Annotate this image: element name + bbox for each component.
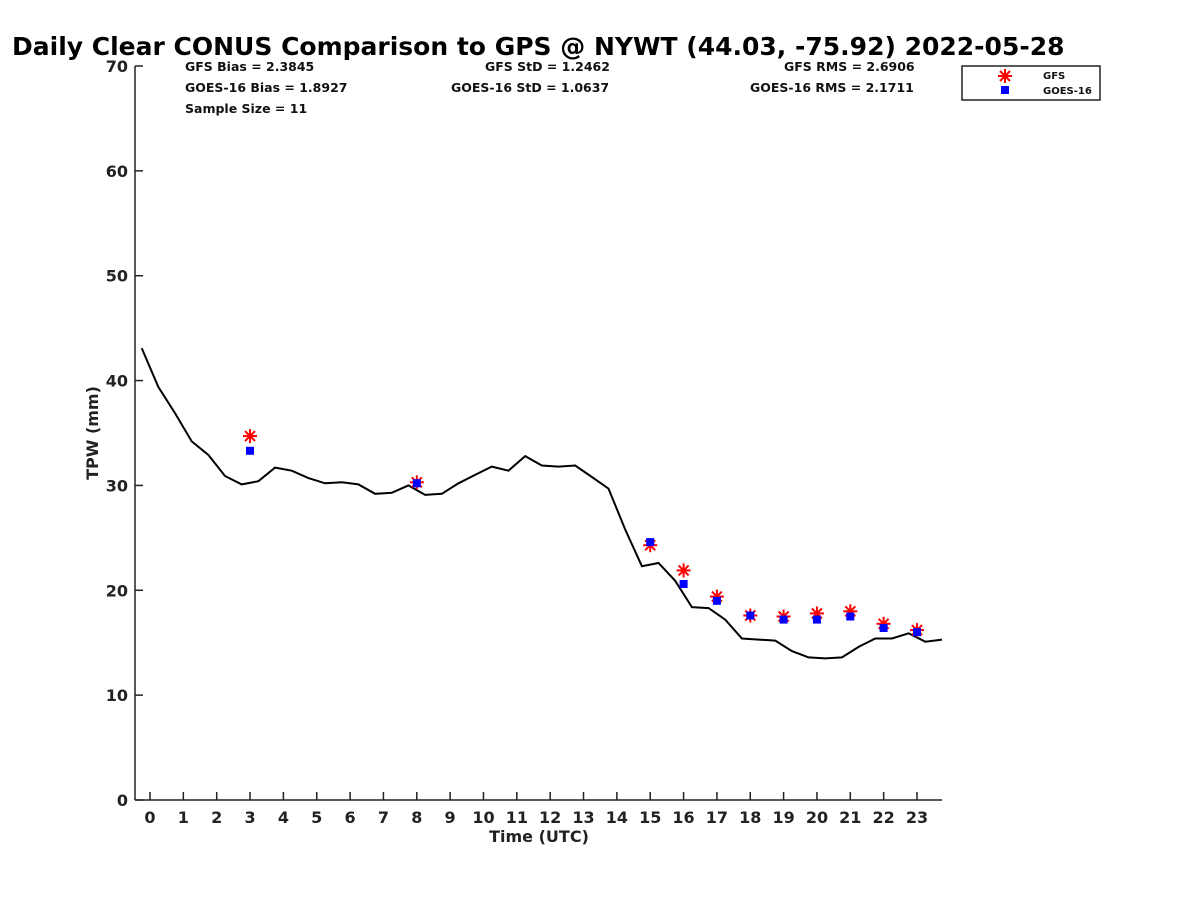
x-tick-label: 19 (772, 808, 794, 827)
goes-point (779, 615, 788, 624)
goes-std-stat: GOES-16 StD = 1.0637 (451, 80, 609, 95)
x-ticks: 0 1 2 3 4 5 6 7 8 9 10 11 12 13 14 15 16 17 18 19 20 21 22 23 (144, 792, 928, 827)
sample-size-stat: Sample Size = 11 (185, 101, 307, 116)
gfs-markers (243, 429, 924, 638)
legend-goes-label: GOES-16 (1043, 86, 1092, 97)
x-tick-label: 13 (572, 808, 594, 827)
goes-point (812, 615, 821, 624)
goes-point (679, 580, 688, 588)
gps-series-line (140, 347, 943, 660)
gfs-std-stat: GFS StD = 1.2462 (485, 59, 610, 74)
x-tick-label: 12 (539, 808, 561, 827)
x-tick-label: 10 (472, 808, 494, 827)
y-tick-label: 40 (106, 372, 128, 391)
y-tick-label: 50 (106, 267, 128, 286)
gfs-rms-stat: GFS RMS = 2.6906 (784, 59, 915, 74)
y-tick-label: 70 (106, 57, 128, 76)
x-tick-label: 8 (411, 808, 422, 827)
x-tick-label: 17 (706, 808, 728, 827)
x-tick-label: 14 (606, 808, 628, 827)
goes-point (913, 628, 921, 637)
goes-rms-stat: GOES-16 RMS = 2.1711 (750, 80, 914, 95)
y-axis-label: TPW (mm) (83, 386, 102, 480)
gfs-point (243, 429, 257, 444)
x-tick-label: 22 (873, 808, 895, 827)
y-ticks: 0 10 20 30 40 50 60 70 (106, 57, 143, 810)
y-tick-label: 30 (106, 476, 128, 495)
x-tick-label: 2 (211, 808, 222, 827)
legend-goes-marker (1001, 86, 1009, 94)
x-tick-label: 1 (178, 808, 189, 827)
goes-point (412, 479, 421, 488)
x-tick-label: 15 (639, 808, 661, 827)
legend-gfs-marker (998, 69, 1012, 83)
goes-point (712, 596, 721, 605)
goes-point (746, 611, 755, 620)
goes-point (879, 624, 888, 632)
goes-point (246, 446, 254, 455)
x-tick-label: 0 (144, 808, 155, 827)
y-tick-label: 20 (106, 581, 128, 600)
legend-gfs-label: GFS (1043, 71, 1065, 82)
gfs-bias-stat: GFS Bias = 2.3845 (185, 59, 314, 74)
axes (134, 66, 942, 801)
x-tick-label: 7 (378, 808, 389, 827)
legend: GFS GOES-16 (961, 65, 1101, 101)
x-tick-label: 23 (906, 808, 928, 827)
x-tick-label: 11 (506, 808, 528, 827)
goes-markers (246, 446, 921, 637)
y-tick-label: 10 (106, 686, 128, 705)
y-tick-label: 0 (117, 791, 128, 810)
x-tick-label: 6 (345, 808, 356, 827)
x-tick-label: 16 (672, 808, 694, 827)
goes-bias-stat: GOES-16 Bias = 1.8927 (185, 80, 347, 95)
x-tick-label: 21 (839, 808, 861, 827)
x-tick-label: 18 (739, 808, 761, 827)
x-tick-label: 4 (278, 808, 289, 827)
x-tick-label: 20 (806, 808, 828, 827)
chart-title: Daily Clear CONUS Comparison to GPS @ NY… (12, 32, 1065, 61)
x-axis-label: Time (UTC) (489, 827, 589, 846)
y-tick-label: 60 (106, 162, 128, 181)
x-tick-label: 5 (311, 808, 322, 827)
goes-point (846, 612, 855, 621)
legend-box (961, 65, 1101, 101)
stats-block: GFS Bias = 2.3845 GFS StD = 1.2462 GFS R… (185, 59, 915, 116)
goes-point (646, 538, 655, 547)
x-tick-label: 3 (244, 808, 255, 827)
x-tick-label: 9 (445, 808, 456, 827)
gfs-point (676, 563, 691, 578)
